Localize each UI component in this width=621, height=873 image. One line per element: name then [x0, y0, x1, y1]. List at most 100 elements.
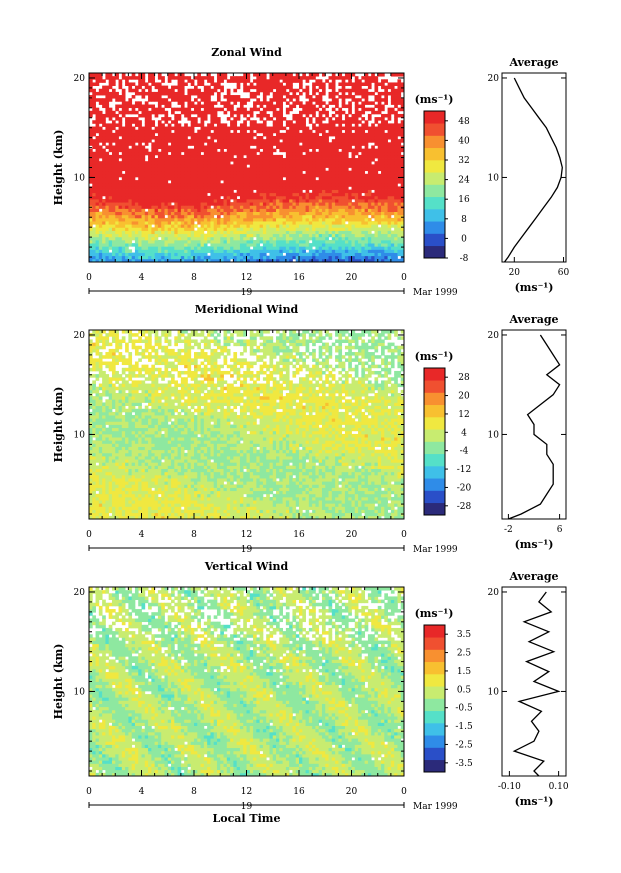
heatmap-cell — [141, 236, 146, 241]
heatmap-cell — [157, 258, 162, 263]
heatmap-cell — [213, 113, 218, 118]
heatmap-cell — [312, 151, 316, 156]
heatmap-cell — [341, 136, 346, 140]
heatmap-cell — [308, 227, 313, 231]
heatmap-cell — [315, 132, 320, 137]
heatmap-cell — [144, 236, 149, 241]
heatmap-cell — [167, 176, 172, 181]
heatmap-cell — [308, 180, 313, 184]
heatmap-cell — [305, 246, 310, 250]
heatmap-cell — [121, 88, 126, 93]
heatmap-cell — [134, 180, 139, 184]
heatmap-cell — [138, 132, 142, 137]
heatmap-cell — [289, 217, 293, 222]
heatmap-cell — [151, 167, 156, 172]
heatmap-cell — [121, 189, 126, 194]
heatmap-cell — [216, 243, 221, 247]
heatmap-cell — [364, 176, 369, 181]
heatmap-cell — [272, 129, 277, 134]
heatmap-cell — [141, 158, 146, 162]
heatmap-cell — [262, 173, 267, 178]
heatmap-cell — [151, 202, 156, 206]
heatmap-cell — [384, 186, 388, 190]
heatmap-cell — [190, 167, 195, 172]
heatmap-cell — [131, 180, 136, 184]
heatmap-cell — [171, 173, 175, 178]
heatmap-cell — [367, 180, 372, 184]
heatmap-cell — [95, 167, 100, 172]
heatmap-cell — [259, 199, 264, 203]
heatmap-cell — [180, 164, 185, 168]
heatmap-cell — [289, 85, 293, 90]
heatmap-cell — [358, 91, 362, 96]
heatmap-cell — [233, 227, 238, 231]
heatmap-cell — [295, 192, 300, 197]
heatmap-cell — [108, 221, 113, 225]
heatmap-cell — [381, 192, 385, 197]
heatmap-cell — [213, 173, 218, 178]
heatmap-cell — [174, 117, 178, 121]
heatmap-cell — [341, 189, 346, 194]
heatmap-cell — [308, 170, 313, 175]
heatmap-cell — [276, 158, 280, 162]
heatmap-cell — [289, 173, 293, 178]
heatmap-cell — [239, 249, 244, 253]
heatmap-cell — [354, 132, 359, 137]
heatmap-cell — [295, 214, 300, 219]
heatmap-cell — [180, 233, 185, 238]
heatmap-cell — [200, 123, 205, 127]
heatmap-cell — [203, 208, 208, 212]
heatmap-cell — [134, 224, 139, 228]
heatmap-cell — [335, 136, 339, 140]
heatmap-cell — [226, 154, 231, 159]
heatmap-cell — [207, 73, 211, 77]
heatmap-cell — [111, 236, 116, 241]
heatmap-cell — [377, 186, 382, 190]
heatmap-cell — [335, 199, 339, 203]
heatmap-cell — [190, 258, 195, 263]
heatmap-cell — [335, 233, 339, 238]
heatmap-cell — [325, 233, 329, 238]
heatmap-cell — [377, 167, 382, 172]
heatmap-cell — [213, 154, 218, 159]
heatmap-cell — [203, 76, 208, 80]
heatmap-cell — [161, 258, 165, 263]
heatmap-cell — [253, 195, 257, 200]
heatmap-cell — [341, 145, 346, 149]
heatmap-cell — [111, 170, 116, 175]
heatmap-cell — [125, 148, 129, 153]
heatmap-cell — [266, 249, 270, 253]
heatmap-cell — [262, 189, 267, 194]
heatmap-cell — [131, 145, 136, 149]
heatmap-cell — [98, 221, 103, 225]
heatmap-cell — [187, 176, 192, 181]
heatmap-cell — [105, 176, 110, 181]
heatmap-cell — [367, 246, 372, 250]
heatmap-cell — [105, 236, 110, 241]
heatmap-cell — [269, 154, 274, 159]
heatmap-cell — [138, 183, 142, 187]
heatmap-cell — [249, 123, 254, 127]
heatmap-cell — [305, 180, 310, 184]
heatmap-cell — [194, 202, 198, 206]
heatmap-cell — [128, 154, 133, 159]
heatmap-cell — [344, 246, 349, 250]
heatmap-cell — [374, 154, 379, 159]
heatmap-cell — [305, 243, 310, 247]
heatmap-cell — [223, 161, 228, 165]
heatmap-cell — [374, 208, 379, 212]
heatmap-cell — [194, 233, 198, 238]
heatmap-cell — [151, 142, 156, 146]
heatmap-cell — [95, 249, 100, 253]
heatmap-cell — [272, 258, 277, 263]
heatmap-cell — [200, 246, 205, 250]
heatmap-cell — [118, 79, 123, 83]
heatmap-cell — [269, 136, 274, 140]
heatmap-cell — [390, 154, 395, 159]
heatmap-cell — [144, 246, 149, 250]
heatmap-cell — [348, 227, 352, 231]
heatmap-cell — [157, 214, 162, 219]
heatmap-cell — [194, 154, 198, 159]
heatmap-cell — [161, 180, 165, 184]
heatmap-cell — [344, 186, 349, 190]
